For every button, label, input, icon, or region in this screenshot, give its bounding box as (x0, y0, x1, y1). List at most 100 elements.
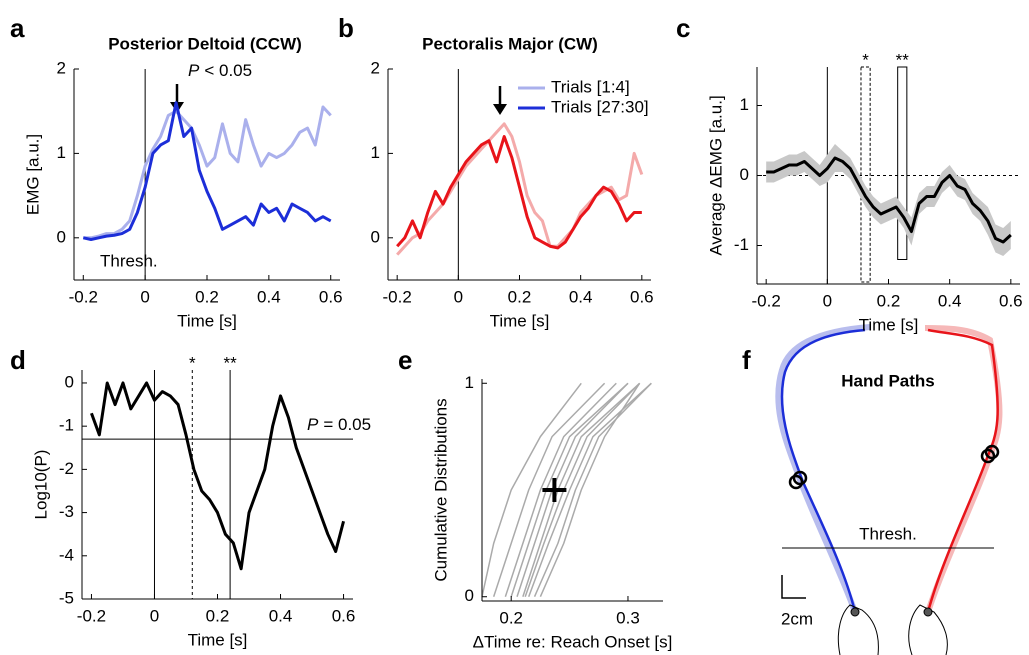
x-tick-label: -0.2 (752, 291, 781, 310)
threshold-marker (788, 474, 804, 490)
path-early (924, 325, 1003, 613)
threshold-marker (980, 448, 996, 464)
x-tick-label: 0 (823, 291, 832, 310)
y-tick-label: -3 (59, 502, 74, 521)
scale-label: 2cm (781, 609, 813, 628)
p-text: = 0.05 (323, 416, 371, 435)
scale-bar (781, 575, 806, 599)
p-symbol: P (188, 61, 200, 80)
x-tick-label: 0 (140, 287, 149, 306)
y-axis-label: EMG [a.u.] (23, 134, 42, 215)
threshold-marker (984, 444, 1000, 460)
data-line (539, 382, 641, 598)
y-axis-label: Log10(P) (31, 450, 50, 520)
y-tick-label: -4 (59, 545, 74, 564)
x-tick-label: 0.2 (206, 606, 230, 625)
y-tick-label: -1 (59, 416, 74, 435)
plot (82, 69, 332, 280)
panel-letter: c (676, 13, 690, 43)
y-tick-label: 0 (740, 165, 749, 184)
x-axis-label: Time [s] (177, 311, 237, 330)
chart-title: Posterior Deltoid (CCW) (108, 34, 302, 53)
panel-letter: b (338, 13, 354, 43)
hand (837, 604, 879, 655)
legend-label: Trials [27:30] (551, 97, 649, 116)
panel-letter: a (10, 13, 25, 43)
significance-window (860, 66, 871, 283)
x-tick-label: 0.6 (630, 287, 654, 306)
panel-letter: d (10, 345, 26, 375)
y-tick-label: 2 (371, 58, 380, 77)
significance-window (897, 66, 908, 260)
plot (481, 382, 652, 598)
data-line (83, 105, 332, 240)
p-text: < 0.05 (204, 61, 252, 80)
panel-letter: e (398, 345, 412, 375)
y-tick-label: 0 (57, 227, 66, 246)
path-late (926, 328, 999, 613)
plot (396, 69, 644, 280)
median-marker (542, 478, 567, 502)
path-late (780, 328, 866, 613)
y-tick-label: 1 (57, 143, 66, 162)
data-line (82, 101, 332, 241)
x-tick-label: 0.2 (877, 291, 901, 310)
x-tick-label: -0.2 (69, 287, 98, 306)
significance-label: * (862, 50, 869, 69)
data-line (90, 381, 345, 571)
x-axis-label: ΔTime re: Reach Onset [s] (473, 632, 673, 651)
hand-paths (775, 324, 1003, 655)
x-tick-label: 0.4 (938, 291, 962, 310)
x-tick-label: 0.3 (616, 608, 640, 627)
x-axis-label: Time [s] (188, 630, 248, 649)
x-tick-label: 0.2 (195, 287, 219, 306)
data-line (766, 156, 1012, 244)
y-axis-label: Cumulative Distributions (431, 398, 450, 581)
y-tick-label: -5 (59, 588, 74, 607)
x-tick-label: 0.6 (319, 287, 343, 306)
y-tick-label: 1 (740, 95, 749, 114)
y-tick-label: 0 (371, 227, 380, 246)
data-line (396, 135, 642, 250)
legend-label: Trials [1:4] (551, 77, 630, 96)
x-tick-label: 0.4 (257, 287, 281, 306)
y-axis-label: Average ΔEMG [a.u.] (706, 95, 725, 255)
x-tick-label: 0 (454, 287, 463, 306)
data-line (504, 382, 617, 597)
hand-start (850, 607, 860, 617)
x-tick-label: -0.2 (383, 287, 412, 306)
x-tick-label: 0.6 (332, 606, 356, 625)
x-tick-label: 0.2 (508, 287, 532, 306)
p-label: P = 0.05 (307, 416, 371, 435)
significance-label: ** (896, 50, 910, 69)
x-tick-label: 0.4 (269, 606, 293, 625)
plot: * ** (82, 353, 353, 599)
p-label: P < 0.05 (188, 61, 252, 80)
p-symbol: P (307, 416, 319, 435)
annotation: Thresh. (859, 524, 917, 543)
data-line (481, 382, 582, 597)
y-tick-label: 1 (371, 143, 380, 162)
annotation: Thresh. (100, 251, 158, 270)
x-tick-label: 0 (150, 606, 159, 625)
data-line (396, 122, 644, 256)
y-tick-label: 0 (465, 586, 474, 605)
path-early (775, 324, 871, 614)
y-tick-label: -2 (59, 459, 74, 478)
plot: * ** (757, 50, 1020, 284)
hand-start (923, 607, 933, 617)
y-tick-label: -1 (734, 235, 749, 254)
chart-title: Hand Paths (841, 371, 935, 390)
x-tick-label: 0.2 (499, 608, 523, 627)
y-tick-label: 2 (57, 58, 66, 77)
x-axis-label: Time [s] (859, 315, 919, 334)
arrow (493, 86, 507, 115)
y-tick-label: 0 (65, 372, 74, 391)
significance-label: ** (223, 353, 237, 372)
data-line (492, 382, 606, 597)
error-band (766, 144, 1011, 256)
x-axis-label: Time [s] (490, 311, 550, 330)
threshold-marker (792, 470, 808, 486)
significance-label: * (189, 353, 196, 372)
